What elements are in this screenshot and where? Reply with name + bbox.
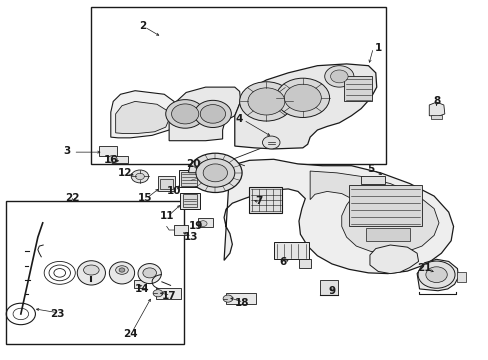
- Polygon shape: [428, 102, 444, 116]
- Bar: [112, 156, 127, 163]
- Text: 17: 17: [162, 291, 176, 301]
- Ellipse shape: [138, 264, 161, 284]
- Circle shape: [324, 66, 353, 87]
- Circle shape: [171, 104, 199, 124]
- Bar: [99, 146, 117, 156]
- Text: 13: 13: [183, 232, 198, 242]
- Circle shape: [153, 290, 163, 297]
- Bar: [198, 218, 212, 227]
- Polygon shape: [169, 87, 240, 141]
- Bar: [457, 272, 465, 282]
- Ellipse shape: [116, 266, 128, 274]
- Bar: [160, 179, 172, 189]
- Text: 16: 16: [103, 156, 118, 165]
- Bar: [183, 194, 197, 207]
- Bar: [180, 193, 200, 208]
- Text: 24: 24: [122, 329, 137, 339]
- Bar: [91, 7, 385, 164]
- Text: 3: 3: [63, 147, 70, 157]
- Text: 12: 12: [118, 168, 132, 178]
- Text: 7: 7: [255, 197, 262, 206]
- Circle shape: [142, 268, 156, 278]
- Text: 6: 6: [279, 257, 286, 267]
- Bar: [344, 76, 372, 102]
- Bar: [179, 170, 199, 187]
- Text: 20: 20: [186, 159, 200, 169]
- Circle shape: [247, 88, 285, 115]
- Circle shape: [196, 158, 234, 187]
- Circle shape: [239, 82, 292, 121]
- Circle shape: [165, 100, 204, 128]
- Text: 5: 5: [366, 164, 374, 174]
- Polygon shape: [116, 102, 169, 134]
- Text: 15: 15: [137, 193, 152, 203]
- Bar: [174, 225, 187, 235]
- Bar: [133, 280, 145, 288]
- Circle shape: [119, 268, 124, 272]
- Bar: [225, 293, 256, 304]
- Text: 19: 19: [188, 221, 203, 231]
- Polygon shape: [111, 91, 179, 138]
- Bar: [156, 288, 181, 298]
- Text: 18: 18: [234, 298, 249, 308]
- Circle shape: [262, 136, 280, 149]
- Circle shape: [203, 164, 227, 182]
- Text: 2: 2: [139, 21, 146, 31]
- Text: 1: 1: [374, 43, 381, 53]
- Circle shape: [188, 153, 242, 193]
- Polygon shape: [416, 259, 458, 291]
- Circle shape: [194, 100, 231, 127]
- Bar: [319, 280, 338, 295]
- Polygon shape: [369, 245, 418, 274]
- Bar: [181, 172, 197, 186]
- Bar: [366, 228, 409, 241]
- Circle shape: [107, 156, 117, 163]
- Bar: [6, 202, 183, 344]
- Text: 10: 10: [166, 186, 181, 196]
- Text: 23: 23: [50, 309, 64, 319]
- Circle shape: [131, 170, 148, 183]
- Text: 9: 9: [328, 286, 335, 296]
- Polygon shape: [224, 159, 453, 274]
- Bar: [249, 187, 282, 213]
- Bar: [158, 176, 175, 191]
- Bar: [430, 115, 442, 119]
- Text: 22: 22: [64, 193, 79, 203]
- Bar: [361, 176, 384, 184]
- Circle shape: [284, 84, 321, 111]
- Ellipse shape: [83, 265, 99, 275]
- Polygon shape: [234, 64, 376, 149]
- Bar: [348, 185, 421, 226]
- Text: 14: 14: [135, 284, 149, 294]
- Text: 4: 4: [236, 114, 243, 124]
- Circle shape: [417, 261, 454, 288]
- Circle shape: [200, 105, 225, 123]
- Circle shape: [135, 173, 144, 180]
- Ellipse shape: [77, 261, 105, 285]
- Circle shape: [276, 78, 329, 117]
- Text: 11: 11: [159, 211, 174, 221]
- Circle shape: [223, 295, 232, 302]
- Ellipse shape: [109, 262, 134, 284]
- Polygon shape: [309, 171, 438, 253]
- Text: 8: 8: [432, 96, 439, 107]
- Circle shape: [330, 70, 347, 83]
- Text: 21: 21: [416, 262, 431, 273]
- Bar: [298, 259, 310, 267]
- Circle shape: [425, 267, 447, 283]
- Circle shape: [199, 221, 206, 226]
- Bar: [273, 242, 308, 259]
